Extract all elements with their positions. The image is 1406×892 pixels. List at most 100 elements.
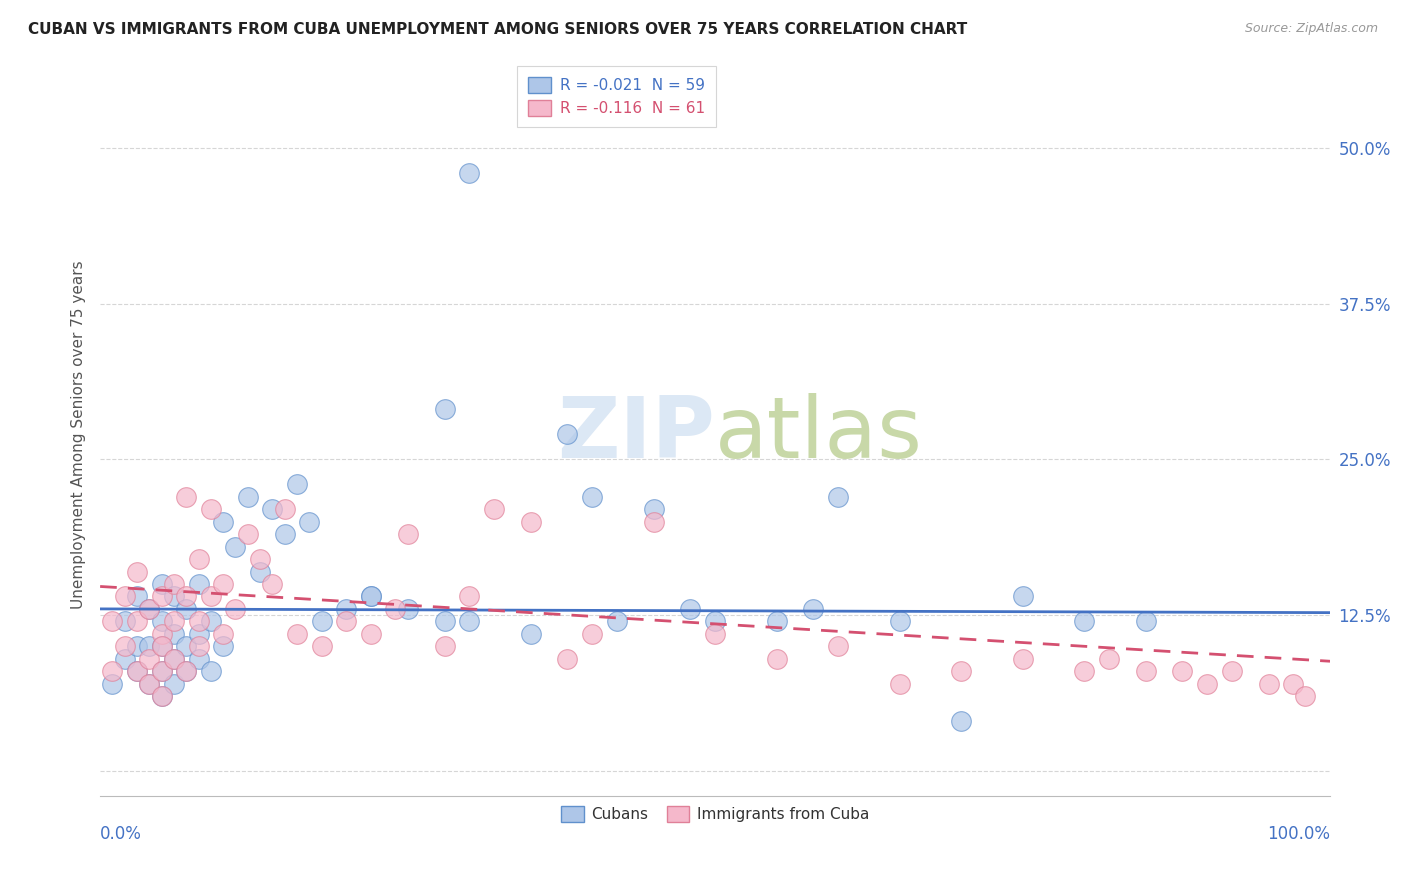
Point bbox=[704, 615, 727, 629]
Point bbox=[138, 602, 160, 616]
Point bbox=[1171, 664, 1194, 678]
Point bbox=[311, 640, 333, 654]
Point bbox=[212, 640, 235, 654]
Point bbox=[1282, 676, 1305, 690]
Point bbox=[285, 627, 308, 641]
Point bbox=[557, 427, 579, 442]
Point bbox=[125, 640, 148, 654]
Point bbox=[803, 602, 825, 616]
Point bbox=[704, 627, 727, 641]
Point bbox=[101, 664, 124, 678]
Point bbox=[150, 627, 173, 641]
Point bbox=[273, 502, 295, 516]
Point bbox=[150, 689, 173, 703]
Point bbox=[200, 664, 222, 678]
Point bbox=[298, 515, 321, 529]
Point bbox=[150, 577, 173, 591]
Point bbox=[643, 515, 665, 529]
Point bbox=[519, 515, 541, 529]
Point bbox=[433, 402, 456, 417]
Point bbox=[827, 490, 849, 504]
Point bbox=[174, 664, 197, 678]
Point bbox=[396, 527, 419, 541]
Point bbox=[125, 615, 148, 629]
Point bbox=[335, 615, 357, 629]
Point bbox=[581, 490, 603, 504]
Point bbox=[200, 502, 222, 516]
Point bbox=[174, 602, 197, 616]
Point bbox=[163, 652, 186, 666]
Point bbox=[1011, 652, 1033, 666]
Point bbox=[114, 652, 136, 666]
Point bbox=[950, 664, 973, 678]
Point bbox=[285, 477, 308, 491]
Point bbox=[557, 652, 579, 666]
Point bbox=[150, 640, 173, 654]
Point bbox=[1257, 676, 1279, 690]
Point bbox=[458, 615, 481, 629]
Point bbox=[249, 565, 271, 579]
Point bbox=[224, 602, 246, 616]
Point bbox=[224, 540, 246, 554]
Point bbox=[1135, 615, 1157, 629]
Point bbox=[433, 640, 456, 654]
Point bbox=[150, 664, 173, 678]
Point bbox=[174, 490, 197, 504]
Point bbox=[200, 615, 222, 629]
Point bbox=[458, 166, 481, 180]
Point bbox=[212, 577, 235, 591]
Point bbox=[236, 527, 259, 541]
Point bbox=[101, 676, 124, 690]
Point bbox=[187, 640, 209, 654]
Point bbox=[138, 676, 160, 690]
Point bbox=[138, 652, 160, 666]
Point bbox=[1195, 676, 1218, 690]
Text: atlas: atlas bbox=[716, 392, 924, 476]
Point bbox=[187, 627, 209, 641]
Point bbox=[889, 676, 911, 690]
Point bbox=[125, 664, 148, 678]
Text: CUBAN VS IMMIGRANTS FROM CUBA UNEMPLOYMENT AMONG SENIORS OVER 75 YEARS CORRELATI: CUBAN VS IMMIGRANTS FROM CUBA UNEMPLOYME… bbox=[28, 22, 967, 37]
Point bbox=[606, 615, 628, 629]
Point bbox=[174, 640, 197, 654]
Point bbox=[950, 714, 973, 728]
Point bbox=[187, 652, 209, 666]
Point bbox=[212, 627, 235, 641]
Legend: Cubans, Immigrants from Cuba: Cubans, Immigrants from Cuba bbox=[554, 800, 876, 828]
Point bbox=[1073, 615, 1095, 629]
Point bbox=[249, 552, 271, 566]
Point bbox=[360, 627, 382, 641]
Point bbox=[384, 602, 406, 616]
Point bbox=[163, 615, 186, 629]
Y-axis label: Unemployment Among Seniors over 75 years: Unemployment Among Seniors over 75 years bbox=[72, 260, 86, 608]
Point bbox=[433, 615, 456, 629]
Point bbox=[138, 640, 160, 654]
Point bbox=[765, 615, 787, 629]
Point bbox=[643, 502, 665, 516]
Point bbox=[311, 615, 333, 629]
Point bbox=[679, 602, 702, 616]
Text: ZIP: ZIP bbox=[557, 392, 716, 476]
Point bbox=[1294, 689, 1316, 703]
Point bbox=[114, 590, 136, 604]
Point bbox=[335, 602, 357, 616]
Point bbox=[200, 590, 222, 604]
Point bbox=[458, 590, 481, 604]
Point bbox=[125, 565, 148, 579]
Point bbox=[1073, 664, 1095, 678]
Point bbox=[138, 676, 160, 690]
Point bbox=[212, 515, 235, 529]
Text: Source: ZipAtlas.com: Source: ZipAtlas.com bbox=[1244, 22, 1378, 36]
Point bbox=[174, 590, 197, 604]
Point bbox=[150, 590, 173, 604]
Point bbox=[187, 552, 209, 566]
Point bbox=[150, 689, 173, 703]
Point bbox=[150, 664, 173, 678]
Point bbox=[138, 602, 160, 616]
Point bbox=[1011, 590, 1033, 604]
Point bbox=[187, 615, 209, 629]
Point bbox=[174, 664, 197, 678]
Point bbox=[482, 502, 505, 516]
Point bbox=[360, 590, 382, 604]
Point bbox=[163, 590, 186, 604]
